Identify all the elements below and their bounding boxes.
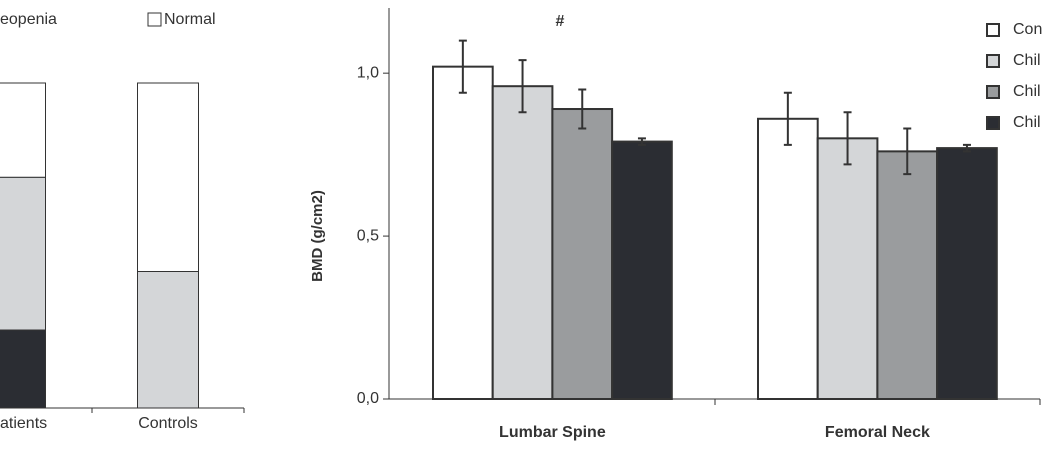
legend-swatch [986, 85, 1000, 99]
bar-segment [137, 271, 199, 409]
error-bar [903, 127, 912, 176]
bar [491, 85, 554, 400]
x-tick-label: atients [0, 415, 47, 432]
error-bar [783, 91, 792, 146]
x-tick-label: Lumbar Spine [499, 424, 606, 441]
bar [551, 108, 614, 400]
legend-swatch [986, 23, 1000, 37]
error-bar [637, 137, 646, 146]
bar-segment [137, 82, 199, 272]
bar [876, 150, 939, 400]
y-axis-label: BMD (g/cm2) [309, 190, 326, 282]
annotation: # [556, 13, 565, 30]
legend-label: eopenia [0, 11, 57, 28]
error-bar [962, 143, 971, 153]
error-bar [843, 111, 852, 166]
bar-segment [0, 82, 46, 178]
bar [816, 137, 879, 400]
legend-swatch [147, 12, 162, 27]
bar-segment [0, 329, 46, 409]
error-bar [578, 88, 587, 130]
x-tick-label: Femoral Neck [825, 424, 930, 441]
bar-segment [0, 176, 46, 331]
x-tick-label: Controls [138, 415, 198, 432]
legend-label: Chil [1013, 52, 1041, 69]
legend-label: Chil [1013, 114, 1041, 131]
error-bar [458, 39, 467, 94]
legend-label: Normal [164, 11, 216, 28]
bar [936, 147, 998, 400]
y-tick-label: 0,0 [357, 390, 379, 407]
legend-label: Chil [1013, 83, 1041, 100]
legend-swatch [986, 116, 1000, 130]
legend-label: Con [1013, 21, 1042, 38]
error-bar [518, 59, 527, 114]
legend-swatch [986, 54, 1000, 68]
y-tick-label: 0,5 [357, 227, 379, 244]
bar [432, 65, 494, 401]
y-tick-label: 1,0 [357, 64, 379, 81]
bar [611, 140, 673, 400]
bar [757, 117, 819, 401]
